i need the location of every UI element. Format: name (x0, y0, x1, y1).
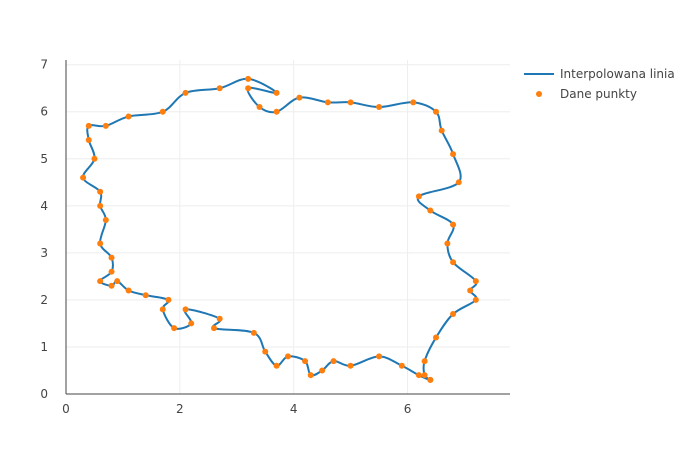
data-point (347, 99, 354, 106)
data-point (444, 240, 451, 247)
data-point (450, 221, 457, 228)
data-point (97, 188, 104, 195)
data-point (427, 207, 434, 214)
data-point (376, 353, 383, 360)
data-point (188, 320, 195, 327)
data-point (285, 353, 291, 360)
y-tick-label: 3 (40, 246, 48, 260)
y-tick-label: 2 (40, 293, 48, 307)
data-point (165, 296, 172, 303)
grid-layer (66, 60, 510, 394)
data-point (398, 362, 405, 369)
data-point (273, 362, 280, 369)
series-points-layer (80, 75, 479, 383)
data-point (273, 108, 280, 115)
data-point (273, 89, 280, 96)
data-point (159, 108, 166, 115)
data-point (467, 287, 474, 294)
data-point (250, 329, 257, 336)
data-point (307, 372, 314, 379)
data-point (182, 89, 189, 96)
data-point (421, 358, 428, 365)
data-point (450, 259, 457, 266)
data-point (433, 108, 439, 115)
y-tick-label: 7 (40, 58, 48, 72)
data-point (415, 372, 422, 379)
x-tick-label: 0 (62, 402, 70, 416)
data-point (211, 325, 217, 332)
data-point (302, 358, 309, 365)
legend[interactable]: Interpolowana linia Dane punkty (524, 67, 675, 101)
series-line-layer (82, 77, 478, 381)
data-point (102, 122, 109, 129)
data-point (296, 94, 303, 101)
data-point (450, 311, 457, 318)
series-line-interpolated (82, 77, 478, 381)
data-point (245, 75, 252, 82)
data-point (97, 202, 104, 209)
data-point (427, 376, 434, 383)
data-point (216, 315, 223, 322)
y-tick-label: 0 (40, 387, 48, 401)
data-point (85, 122, 92, 129)
data-point (262, 348, 269, 355)
data-point (80, 174, 87, 181)
data-point (330, 358, 337, 365)
data-point (347, 362, 354, 369)
data-point (455, 179, 462, 186)
data-point (171, 325, 178, 332)
data-point (97, 278, 104, 285)
data-point (91, 155, 98, 162)
data-point (245, 85, 252, 92)
data-point (376, 104, 383, 111)
data-point (142, 292, 149, 299)
data-point (114, 278, 121, 285)
legend-label-points: Dane punkty (560, 87, 637, 101)
legend-point-swatch (536, 91, 542, 97)
data-point (102, 216, 109, 223)
data-point (108, 268, 115, 275)
y-tick-label: 6 (40, 105, 48, 119)
data-point (216, 85, 223, 92)
data-point (324, 99, 331, 106)
data-point (182, 306, 189, 313)
x-tick-label: 6 (404, 402, 412, 416)
y-tick-label: 5 (40, 152, 48, 166)
x-tick-label: 4 (290, 402, 298, 416)
data-point (125, 287, 132, 294)
y-tick-label: 1 (40, 340, 48, 354)
data-point (421, 372, 428, 379)
data-point (433, 334, 439, 341)
y-tick-label: 4 (40, 199, 48, 213)
data-point (472, 278, 479, 285)
data-point (415, 193, 422, 200)
data-point (159, 306, 166, 313)
data-point (108, 254, 115, 261)
x-tick-label: 2 (176, 402, 184, 416)
legend-label-line: Interpolowana linia (560, 67, 675, 81)
data-point (472, 296, 479, 303)
data-point (438, 127, 445, 134)
data-point (450, 151, 457, 158)
data-point (319, 367, 326, 374)
data-point (410, 99, 417, 106)
data-point (108, 282, 115, 289)
axes-layer: 0 1 2 3 4 5 6 7 0 2 4 6 (40, 58, 510, 416)
data-point (125, 113, 132, 120)
data-point (97, 240, 104, 247)
data-point (256, 104, 263, 111)
data-point (85, 136, 92, 143)
